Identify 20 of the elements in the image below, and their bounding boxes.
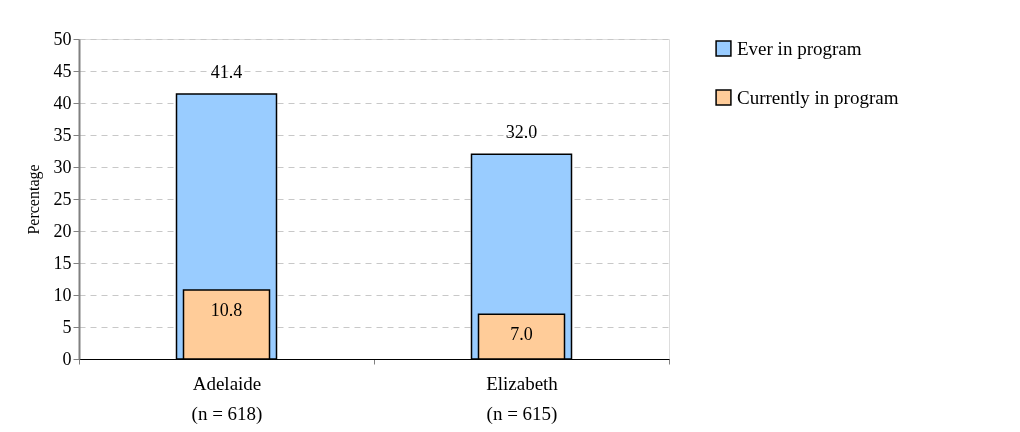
y-tick-label: 25 — [53, 188, 72, 209]
y-tick-label: 40 — [53, 92, 72, 113]
y-tick-label: 50 — [53, 28, 72, 49]
legend-label: Currently in program — [737, 86, 899, 108]
y-tick-label: 5 — [62, 316, 72, 337]
y-axis-title: Percentage — [24, 164, 43, 235]
y-tick-label: 20 — [53, 220, 72, 241]
data-label: 10.8 — [210, 299, 243, 320]
data-label: 7.0 — [510, 324, 533, 345]
y-tick-label: 15 — [53, 252, 72, 273]
data-label: 32.0 — [505, 122, 538, 143]
y-tick-label: 45 — [53, 60, 72, 81]
x-tick-label: Adelaide (n = 618) — [191, 372, 263, 425]
x-tick-label: Elizabeth (n = 615) — [486, 372, 559, 425]
legend-label: Ever in program — [737, 37, 862, 59]
y-tick-label: 0 — [62, 348, 72, 369]
y-tick-label: 35 — [53, 124, 72, 145]
y-tick-label: 30 — [53, 156, 72, 177]
data-label: 41.4 — [210, 62, 243, 83]
y-tick-label: 10 — [53, 284, 72, 305]
